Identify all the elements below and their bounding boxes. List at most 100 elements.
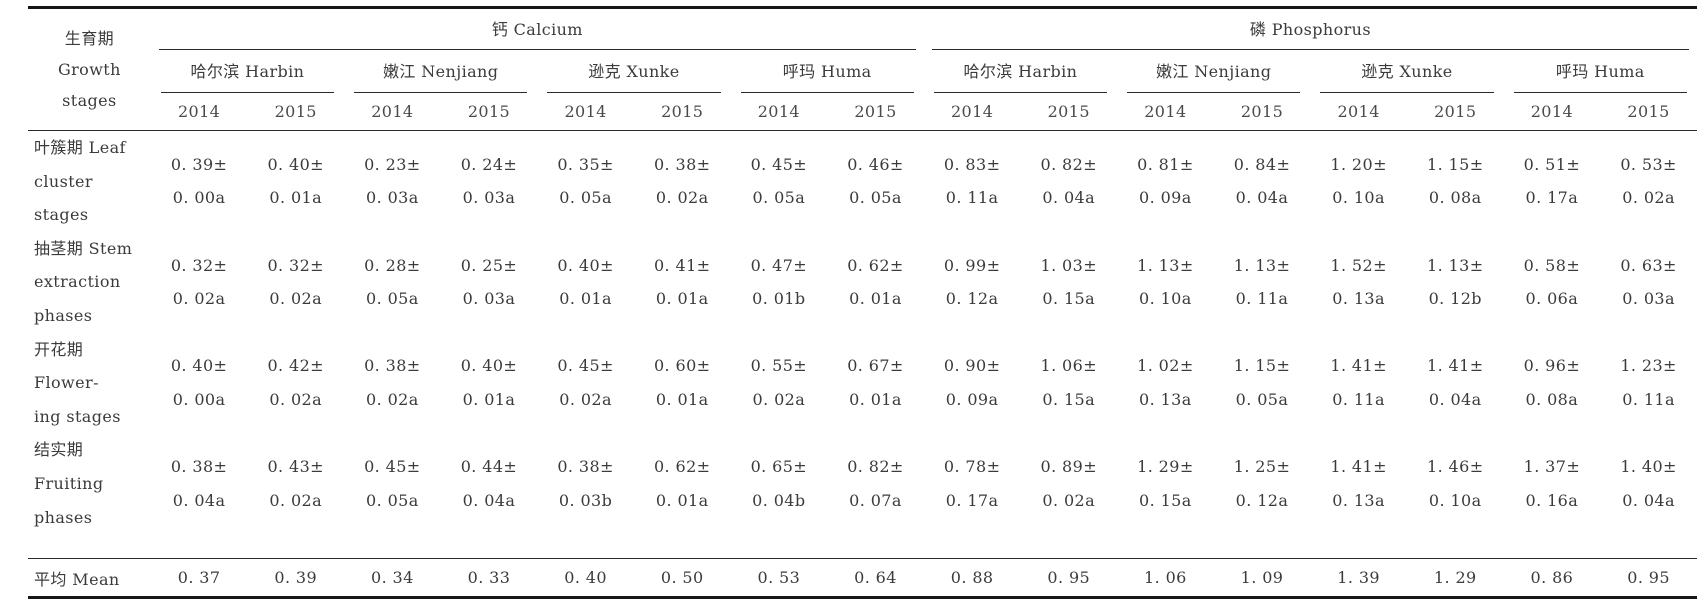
element-group-header-row: 生育期 Growth stages 钙 Calcium 磷 Phosphorus bbox=[28, 7, 1697, 131]
mean-value-cell: 1. 06 bbox=[1117, 558, 1214, 598]
location-header-row: 哈尔滨 Harbin 嫩江 Nenjiang 逊克 Xunke 呼玛 Huma … bbox=[28, 50, 1697, 93]
value-cell: 0. 82± 0. 04a bbox=[1040, 154, 1098, 208]
stub-line-2: Growth bbox=[57, 59, 121, 79]
table-row-leaf-cluster: 叶簇期 Leaf cluster stages 0. 39± 0. 00a 0.… bbox=[28, 131, 1697, 232]
year-header: 2015 bbox=[1406, 93, 1504, 131]
value-cell: 0. 89± 0. 02a bbox=[1040, 457, 1098, 510]
value-cell: 0. 53± 0. 02a bbox=[1620, 154, 1677, 208]
mean-value-cell: 1. 09 bbox=[1213, 558, 1311, 598]
location-header-p-xunke: 逊克 Xunke bbox=[1310, 50, 1503, 93]
value-cell: 1. 41± 0. 11a bbox=[1330, 356, 1387, 409]
location-header-p-nenjiang: 嫩江 Nenjiang bbox=[1117, 50, 1310, 93]
value-cell: 0. 42± 0. 02a bbox=[267, 356, 324, 409]
value-cell: 0. 63± 0. 03a bbox=[1620, 255, 1677, 309]
value-cell: 1. 20± 0. 10a bbox=[1330, 154, 1387, 208]
year-header: 2015 bbox=[1600, 93, 1697, 131]
mean-label: 平均 Mean bbox=[28, 558, 151, 598]
value-cell: 1. 15± 0. 05a bbox=[1233, 356, 1291, 409]
value-cell: 1. 46± 0. 10a bbox=[1426, 457, 1484, 510]
stage-label: 开花期 Flower- ing stages bbox=[34, 339, 121, 426]
mean-value-cell: 0. 53 bbox=[730, 558, 828, 598]
value-cell: 1. 06± 0. 15a bbox=[1040, 356, 1098, 409]
mean-value-cell: 0. 33 bbox=[440, 558, 538, 598]
value-cell: 0. 32± 0. 02a bbox=[267, 255, 324, 309]
value-cell: 0. 82± 0. 07a bbox=[847, 457, 904, 510]
value-cell: 0. 55± 0. 02a bbox=[750, 356, 808, 409]
value-cell: 1. 41± 0. 04a bbox=[1426, 356, 1484, 409]
value-cell: 1. 15± 0. 08a bbox=[1426, 154, 1484, 208]
value-cell: 0. 78± 0. 17a bbox=[943, 457, 1001, 510]
mean-value-cell: 0. 86 bbox=[1503, 558, 1601, 598]
location-header-ca-harbin: 哈尔滨 Harbin bbox=[151, 50, 344, 93]
value-cell: 1. 23± 0. 11a bbox=[1620, 356, 1677, 409]
year-header-row: 2014 2015 2014 2015 2014 2015 2014 2015 … bbox=[28, 93, 1697, 131]
mean-value-cell: 1. 39 bbox=[1310, 558, 1407, 598]
nutrient-content-table: 生育期 Growth stages 钙 Calcium 磷 Phosphorus… bbox=[28, 6, 1697, 599]
year-header: 2015 bbox=[633, 93, 731, 131]
value-cell: 0. 84± 0. 04a bbox=[1233, 154, 1291, 208]
value-cell: 0. 62± 0. 01a bbox=[653, 457, 711, 510]
value-cell: 0. 24± 0. 03a bbox=[460, 154, 518, 208]
value-cell: 0. 99± 0. 12a bbox=[943, 255, 1001, 309]
stage-label: 结实期 Fruiting phases bbox=[34, 440, 104, 527]
mean-value-cell: 0. 64 bbox=[827, 558, 924, 598]
value-cell: 0. 96± 0. 08a bbox=[1523, 356, 1581, 409]
year-header: 2015 bbox=[440, 93, 538, 131]
paper-table-region: 生育期 Growth stages 钙 Calcium 磷 Phosphorus… bbox=[0, 6, 1701, 599]
year-header: 2015 bbox=[827, 93, 924, 131]
value-cell: 0. 47± 0. 01b bbox=[750, 255, 808, 309]
calcium-group-header: 钙 Calcium bbox=[151, 8, 924, 50]
location-header-p-harbin: 哈尔滨 Harbin bbox=[924, 50, 1117, 93]
value-cell: 1. 37± 0. 16a bbox=[1523, 457, 1581, 510]
year-header: 2014 bbox=[1117, 93, 1214, 131]
table-row-mean: 平均 Mean 0. 37 0. 39 0. 34 0. 33 0. 40 0.… bbox=[28, 558, 1697, 598]
value-cell: 0. 38± 0. 02a bbox=[364, 356, 421, 409]
location-header-ca-nenjiang: 嫩江 Nenjiang bbox=[344, 50, 537, 93]
year-header: 2014 bbox=[730, 93, 828, 131]
phosphorus-group-label: 磷 Phosphorus bbox=[931, 9, 1689, 50]
phosphorus-group-header: 磷 Phosphorus bbox=[924, 8, 1697, 50]
value-cell: 0. 90± 0. 09a bbox=[943, 356, 1001, 409]
growth-stages-stub-header: 生育期 Growth stages bbox=[28, 7, 151, 131]
value-cell: 0. 43± 0. 02a bbox=[267, 457, 324, 510]
value-cell: 0. 40± 0. 01a bbox=[557, 255, 614, 309]
calcium-group-label: 钙 Calcium bbox=[158, 9, 916, 50]
mean-value-cell: 0. 50 bbox=[633, 558, 731, 598]
value-cell: 0. 40± 0. 00a bbox=[170, 356, 228, 409]
stub-line-1: 生育期 bbox=[64, 28, 114, 48]
value-cell: 0. 39± 0. 00a bbox=[170, 154, 228, 208]
mean-value-cell: 1. 29 bbox=[1406, 558, 1504, 598]
mean-value-cell: 0. 39 bbox=[247, 558, 345, 598]
year-header: 2014 bbox=[344, 93, 441, 131]
value-cell: 0. 83± 0. 11a bbox=[943, 154, 1001, 208]
value-cell: 0. 38± 0. 02a bbox=[653, 154, 711, 208]
mean-value-cell: 0. 37 bbox=[150, 558, 248, 598]
location-header-ca-huma: 呼玛 Huma bbox=[731, 50, 924, 93]
value-cell: 0. 44± 0. 04a bbox=[460, 457, 518, 510]
mean-value-cell: 0. 34 bbox=[344, 558, 441, 598]
value-cell: 0. 45± 0. 05a bbox=[750, 154, 808, 208]
value-cell: 0. 35± 0. 05a bbox=[557, 154, 614, 208]
value-cell: 1. 41± 0. 13a bbox=[1330, 457, 1387, 510]
value-cell: 0. 81± 0. 09a bbox=[1137, 154, 1194, 208]
value-cell: 1. 40± 0. 04a bbox=[1620, 457, 1677, 510]
stage-label: 叶簇期 Leaf cluster stages bbox=[34, 138, 126, 225]
year-header: 2015 bbox=[1020, 93, 1118, 131]
year-header: 2014 bbox=[1503, 93, 1601, 131]
value-cell: 0. 46± 0. 05a bbox=[847, 154, 904, 208]
value-cell: 0. 51± 0. 17a bbox=[1523, 154, 1581, 208]
value-cell: 0. 60± 0. 01a bbox=[653, 356, 711, 409]
year-header: 2014 bbox=[1310, 93, 1407, 131]
value-cell: 0. 40± 0. 01a bbox=[460, 356, 518, 409]
value-cell: 0. 45± 0. 05a bbox=[364, 457, 421, 510]
value-cell: 0. 41± 0. 01a bbox=[653, 255, 711, 309]
year-header: 2014 bbox=[537, 93, 634, 131]
mean-value-cell: 0. 88 bbox=[923, 558, 1021, 598]
value-cell: 0. 65± 0. 04b bbox=[750, 457, 808, 510]
value-cell: 0. 23± 0. 03a bbox=[364, 154, 421, 208]
location-header-ca-xunke: 逊克 Xunke bbox=[537, 50, 730, 93]
table-row-stem-extraction: 抽茎期 Stem extraction phases 0. 32± 0. 02a… bbox=[28, 232, 1697, 333]
mean-value-cell: 0. 40 bbox=[537, 558, 634, 598]
value-cell: 0. 45± 0. 02a bbox=[557, 356, 614, 409]
location-header-p-huma: 呼玛 Huma bbox=[1504, 50, 1697, 93]
